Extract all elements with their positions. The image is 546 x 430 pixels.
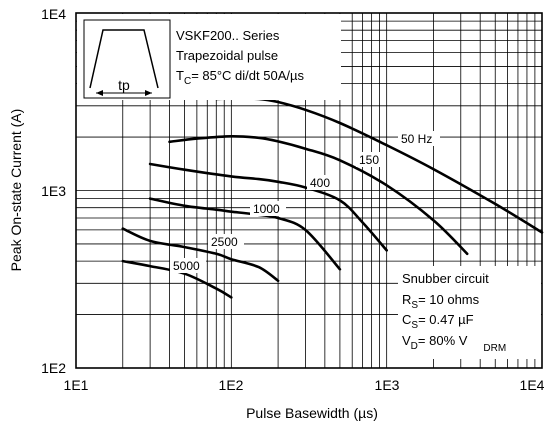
cs-text: = 0.47 µF <box>418 312 474 327</box>
rs-subscript: S <box>411 300 418 311</box>
label-bg-50hz <box>398 131 440 146</box>
x-tick-label-1e3: 1E3 <box>375 377 400 393</box>
x-tick-label-1e1: 1E1 <box>64 377 89 393</box>
plot-frame <box>75 12 543 369</box>
y-axis-title: Peak On-state Current (A) <box>8 109 24 272</box>
tc-symbol: T <box>176 68 184 83</box>
y-tick-label-1e2: 1E2 <box>41 360 66 376</box>
tp-arrow-left-icon <box>96 90 103 96</box>
rs-text: = 10 ohms <box>418 292 480 307</box>
tc-condition: TC= 85°C di/dt 50A/µs <box>176 68 304 87</box>
series-label-1000: 1000 <box>253 202 280 216</box>
series-line-1000 <box>148 197 342 271</box>
y-tick-label-1e4: 1E4 <box>41 6 66 22</box>
series-line-400 <box>148 162 388 252</box>
series-label-5000: 5000 <box>173 259 200 273</box>
vd-text: = 80% V <box>418 333 468 348</box>
cs-symbol: C <box>402 312 411 327</box>
y-tick-label-1e3: 1E3 <box>41 183 66 199</box>
snubber-title: Snubber circuit <box>402 271 489 286</box>
series-label-50hz: 50 Hz <box>401 132 432 146</box>
pulse-diagram-box <box>83 19 171 99</box>
series-line-150 <box>168 134 469 256</box>
label-bg-1000 <box>250 201 286 216</box>
cs-subscript: S <box>411 320 418 331</box>
snubber-box <box>398 266 541 359</box>
series-line-2500 <box>121 227 280 283</box>
vd-symbol: V <box>402 333 411 348</box>
label-bg-150 <box>356 152 384 167</box>
snubber-cs: CS= 0.47 µF <box>402 312 474 331</box>
label-bg-2500 <box>208 234 244 249</box>
series-info-line-2: Trapezoidal pulse <box>176 48 278 63</box>
series-labels: 50 Hz 150 400 1000 2500 5000 <box>170 131 440 273</box>
tp-label: tp <box>118 77 130 93</box>
label-bg-400 <box>307 175 335 190</box>
vd-subscript: D <box>411 341 418 352</box>
x-tick-label-1e2: 1E2 <box>219 377 244 393</box>
series-label-150: 150 <box>359 153 379 167</box>
vd-drm-subscript: DRM <box>483 343 506 354</box>
series-line-5000 <box>121 259 233 299</box>
label-bg-5000 <box>170 258 206 273</box>
tc-text: = 85°C di/dt 50A/µs <box>191 68 304 83</box>
series-label-2500: 2500 <box>211 235 238 249</box>
snubber-rs: RS= 10 ohms <box>402 292 480 311</box>
series-info-line-1: VSKF200.. Series <box>176 28 280 43</box>
tp-arrow-right-icon <box>145 90 152 96</box>
series-label-400: 400 <box>310 176 330 190</box>
snubber-vd: VD= 80% V DRM <box>402 333 506 354</box>
tc-subscript: C <box>184 76 191 87</box>
rs-symbol: R <box>402 292 411 307</box>
trapezoid-pulse-icon <box>89 29 159 89</box>
x-tick-label-1e4: 1E4 <box>520 377 545 393</box>
x-axis-title: Pulse Basewidth (µs) <box>246 405 378 421</box>
